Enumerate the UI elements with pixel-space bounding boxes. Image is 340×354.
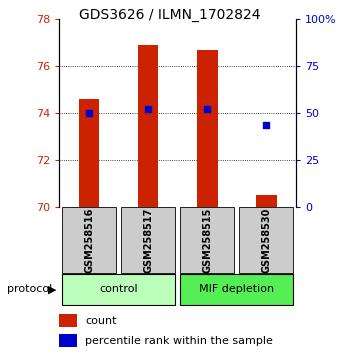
Bar bbox=[79, 99, 99, 207]
FancyBboxPatch shape bbox=[121, 207, 175, 273]
Text: count: count bbox=[85, 316, 117, 326]
FancyBboxPatch shape bbox=[62, 207, 116, 273]
Point bbox=[264, 122, 269, 128]
Bar bbox=[59, 334, 77, 347]
Text: MIF depletion: MIF depletion bbox=[199, 284, 274, 295]
Text: GDS3626 / ILMN_1702824: GDS3626 / ILMN_1702824 bbox=[79, 8, 261, 22]
Text: GSM258530: GSM258530 bbox=[261, 207, 271, 273]
Text: GSM258516: GSM258516 bbox=[84, 207, 94, 273]
Text: GSM258517: GSM258517 bbox=[143, 207, 153, 273]
Bar bbox=[197, 50, 218, 207]
Bar bbox=[59, 314, 77, 327]
Bar bbox=[138, 45, 158, 207]
FancyBboxPatch shape bbox=[180, 274, 293, 304]
Text: ▶: ▶ bbox=[49, 284, 57, 295]
FancyBboxPatch shape bbox=[62, 274, 175, 304]
Point bbox=[204, 106, 210, 112]
FancyBboxPatch shape bbox=[239, 207, 293, 273]
Text: control: control bbox=[99, 284, 138, 295]
Point bbox=[86, 110, 92, 116]
Point bbox=[146, 106, 151, 112]
Text: protocol: protocol bbox=[7, 284, 52, 295]
Text: GSM258515: GSM258515 bbox=[202, 207, 212, 273]
Text: percentile rank within the sample: percentile rank within the sample bbox=[85, 336, 273, 346]
Bar bbox=[256, 195, 277, 207]
FancyBboxPatch shape bbox=[180, 207, 234, 273]
